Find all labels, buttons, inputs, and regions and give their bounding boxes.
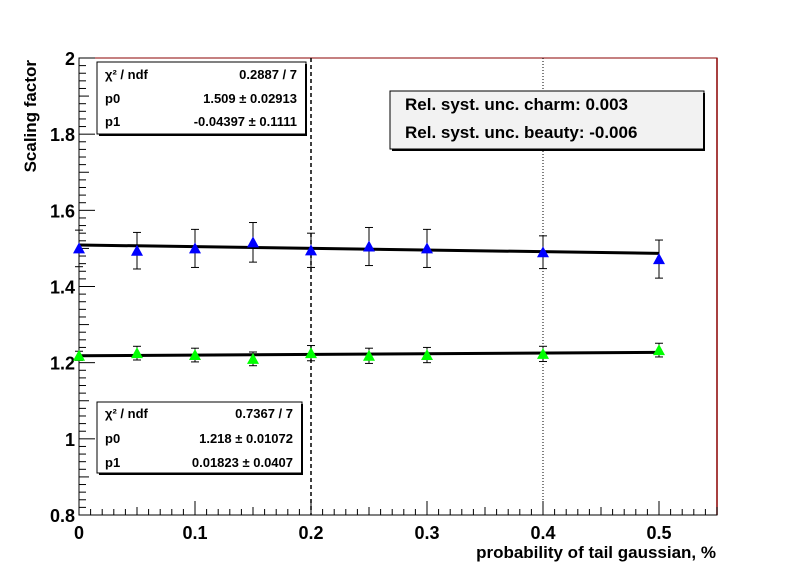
stat-value-p0: 1.509 ± 0.02913	[203, 91, 297, 106]
x-tick-label: 0.5	[646, 523, 671, 543]
x-tick-label: 0	[74, 523, 84, 543]
data-point-series-1	[247, 352, 259, 364]
stat-value-chi2: 0.7367 / 7	[235, 406, 293, 421]
syst-unc-box: Rel. syst. unc. charm: 0.003 Rel. syst. …	[389, 90, 705, 151]
y-axis-title: Scaling factor	[21, 60, 40, 173]
stat-label-p0: p0	[105, 431, 120, 446]
x-tick-label: 0.3	[414, 523, 439, 543]
fit-stat-box-green: χ² / ndf 0.7367 / 7 p0 1.218 ± 0.01072 p…	[96, 401, 303, 475]
data-point-series-0	[537, 246, 549, 258]
x-tick-label: 0.1	[182, 523, 207, 543]
data-point-series-1	[421, 349, 433, 361]
y-tick-label: 1.8	[50, 125, 75, 145]
data-point-series-0	[189, 242, 201, 254]
data-point-series-1	[305, 347, 317, 359]
data-point-series-0	[305, 244, 317, 256]
stat-value-p1: 0.01823 ± 0.0407	[192, 455, 293, 470]
y-tick-label: 1.2	[50, 354, 75, 374]
stat-label-chi2: χ² / ndf	[105, 67, 149, 82]
data-point-series-0	[421, 242, 433, 254]
data-point-series-0	[363, 240, 375, 252]
stat-label-chi2: χ² / ndf	[105, 406, 149, 421]
data-point-series-1	[653, 344, 665, 356]
axis-ticks	[78, 57, 718, 516]
data-point-series-1	[189, 349, 201, 361]
data-point-series-0	[131, 244, 143, 256]
stat-value-chi2: 0.2887 / 7	[239, 67, 297, 82]
stat-value-p0: 1.218 ± 0.01072	[199, 431, 293, 446]
x-tick-label: 0.4	[530, 523, 555, 543]
x-tick-label: 0.2	[298, 523, 323, 543]
y-tick-label: 1	[65, 430, 75, 450]
y-tick-label: 1.6	[50, 201, 75, 221]
data-point-series-1	[537, 347, 549, 359]
vertical-reference-lines	[310, 58, 544, 515]
stat-label-p0: p0	[105, 91, 120, 106]
stat-box-frame	[96, 401, 303, 474]
axis-tick-labels: 0 0.1 0.2 0.3 0.4 0.5 0.8 1 1.2 1.4 1.6 1.8 2	[50, 49, 672, 543]
y-tick-label: 2	[65, 49, 75, 69]
syst-unc-frame	[389, 90, 705, 150]
x-axis-title: probability of tail gaussian, %	[476, 543, 716, 562]
stat-label-p1: p1	[105, 455, 120, 470]
y-tick-label: 0.8	[50, 506, 75, 526]
data-point-series-1	[363, 349, 375, 361]
syst-unc-charm: Rel. syst. unc. charm: 0.003	[405, 95, 628, 114]
data-points	[73, 222, 665, 367]
syst-unc-beauty: Rel. syst. unc. beauty: -0.006	[405, 123, 637, 142]
stat-value-p1: -0.04397 ± 0.1111	[194, 114, 297, 129]
data-point-series-0	[247, 236, 259, 248]
data-point-series-0	[653, 253, 665, 265]
data-point-series-0	[73, 242, 85, 254]
fit-stat-box-blue: χ² / ndf 0.2887 / 7 p0 1.509 ± 0.02913 p…	[96, 61, 307, 136]
stat-box-frame	[96, 61, 307, 135]
data-point-series-1	[73, 349, 85, 361]
stat-label-p1: p1	[105, 114, 120, 129]
y-tick-label: 1.4	[50, 278, 75, 298]
data-point-series-1	[131, 347, 143, 359]
